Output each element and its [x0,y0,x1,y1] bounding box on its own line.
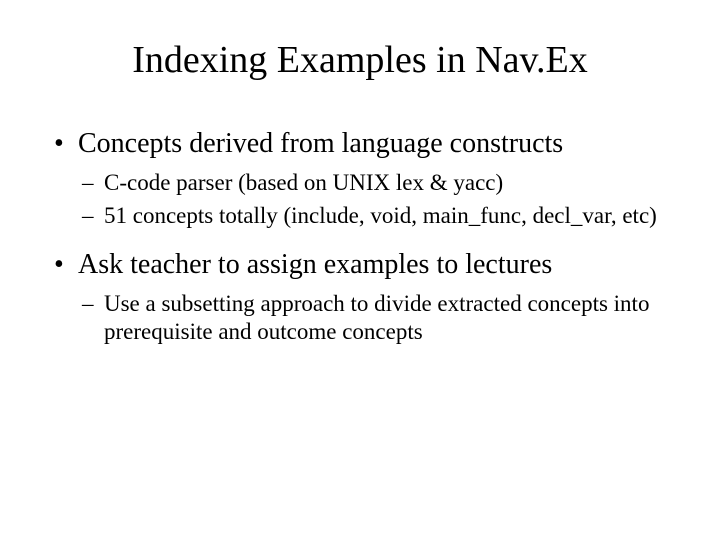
list-item: Use a subsetting approach to divide extr… [82,290,670,348]
list-item: C-code parser (based on UNIX lex & yacc) [82,169,670,198]
list-item: Concepts derived from language construct… [50,126,670,161]
list-item: 51 concepts totally (include, void, main… [82,202,670,231]
slide: Indexing Examples in Nav.Ex Concepts der… [0,0,720,540]
slide-title: Indexing Examples in Nav.Ex [50,38,670,82]
list-item: Ask teacher to assign examples to lectur… [50,247,670,282]
bullet-list: Concepts derived from language construct… [50,126,670,347]
spacer [50,235,670,247]
